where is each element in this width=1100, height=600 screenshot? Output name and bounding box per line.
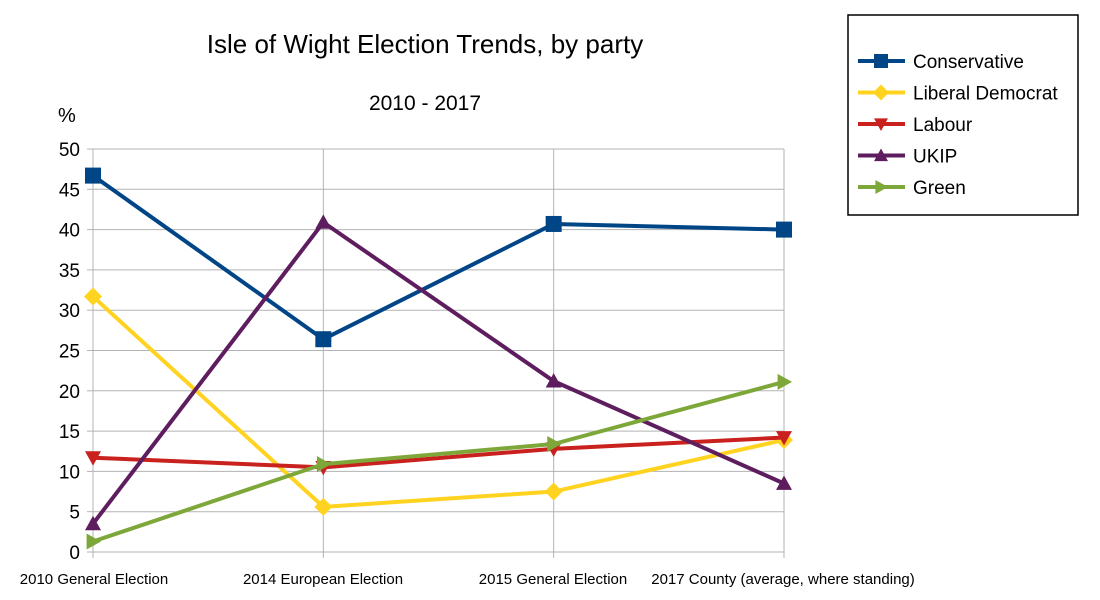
y-axis-unit-label: % <box>58 105 76 127</box>
y-tick-label: 20 <box>59 382 80 403</box>
data-point <box>315 331 332 348</box>
y-tick-label: 50 <box>59 140 80 161</box>
x-tick-label: 2014 European Election <box>243 571 403 588</box>
series-line <box>92 380 785 544</box>
series-line <box>91 220 785 526</box>
legend-label: Conservative <box>913 52 1024 73</box>
data-point <box>85 451 101 466</box>
legend-label: Green <box>913 178 966 199</box>
data-point <box>777 373 792 390</box>
series-liberal-democrat <box>84 287 793 516</box>
x-tick-label: 2015 General Election <box>479 571 627 588</box>
data-point <box>314 497 333 516</box>
y-tick-label: 40 <box>59 221 80 242</box>
x-tick-label: 2017 County (average, where standing) <box>651 571 915 588</box>
y-tick-label: 10 <box>59 462 80 483</box>
data-point <box>315 214 332 229</box>
data-point <box>873 84 889 101</box>
x-axis-ticks: 2010 General Election 2014 European Elect… <box>20 552 915 588</box>
data-point <box>545 373 562 388</box>
chart-subtitle: 2010 - 2017 <box>369 92 481 115</box>
y-tick-label: 45 <box>59 180 80 201</box>
y-tick-label: 30 <box>59 301 80 322</box>
legend-label: Liberal Democrat <box>913 84 1058 105</box>
series-green <box>86 373 792 550</box>
series-line <box>91 295 785 509</box>
data-point <box>874 54 888 68</box>
series-lines <box>84 167 793 550</box>
y-tick-label: 5 <box>69 503 80 524</box>
legend-item: UKIP <box>858 147 957 168</box>
series-ukip <box>85 214 792 531</box>
gridlines <box>92 148 785 553</box>
data-point <box>874 148 888 162</box>
legend-box <box>847 14 1079 216</box>
data-point <box>316 456 332 473</box>
data-point <box>545 215 562 232</box>
legend-item: Conservative <box>858 52 1024 73</box>
data-point <box>776 431 792 446</box>
series-line <box>91 173 785 342</box>
y-tick-label: 35 <box>59 261 80 282</box>
data-point <box>875 180 888 194</box>
data-point <box>85 167 101 184</box>
legend-item: Green <box>858 178 966 199</box>
y-tick-label: 25 <box>59 342 80 363</box>
series-line <box>92 435 785 470</box>
y-axis-ticks: 0 5 10 15 20 25 30 35 40 45 50 <box>59 140 93 564</box>
data-point <box>544 482 563 501</box>
data-point <box>547 435 562 452</box>
series-conservative <box>85 167 792 348</box>
legend-label: Labour <box>913 115 973 136</box>
data-point <box>84 287 102 306</box>
data-point <box>86 533 101 550</box>
legend: Conservative Liberal Democrat Labour UKIP Gr… <box>847 14 1079 216</box>
legend-label: UKIP <box>913 147 957 168</box>
y-tick-label: 15 <box>59 422 80 443</box>
legend-item: Labour <box>858 115 973 136</box>
data-point <box>776 475 792 490</box>
data-point <box>85 515 101 531</box>
x-tick-label: 2010 General Election <box>20 571 168 588</box>
y-tick-label: 0 <box>69 543 80 564</box>
data-point <box>776 221 792 238</box>
chart-title: Isle of Wight Election Trends, by party <box>207 29 643 59</box>
legend-item: Liberal Democrat <box>858 84 1058 105</box>
data-point <box>874 118 888 131</box>
